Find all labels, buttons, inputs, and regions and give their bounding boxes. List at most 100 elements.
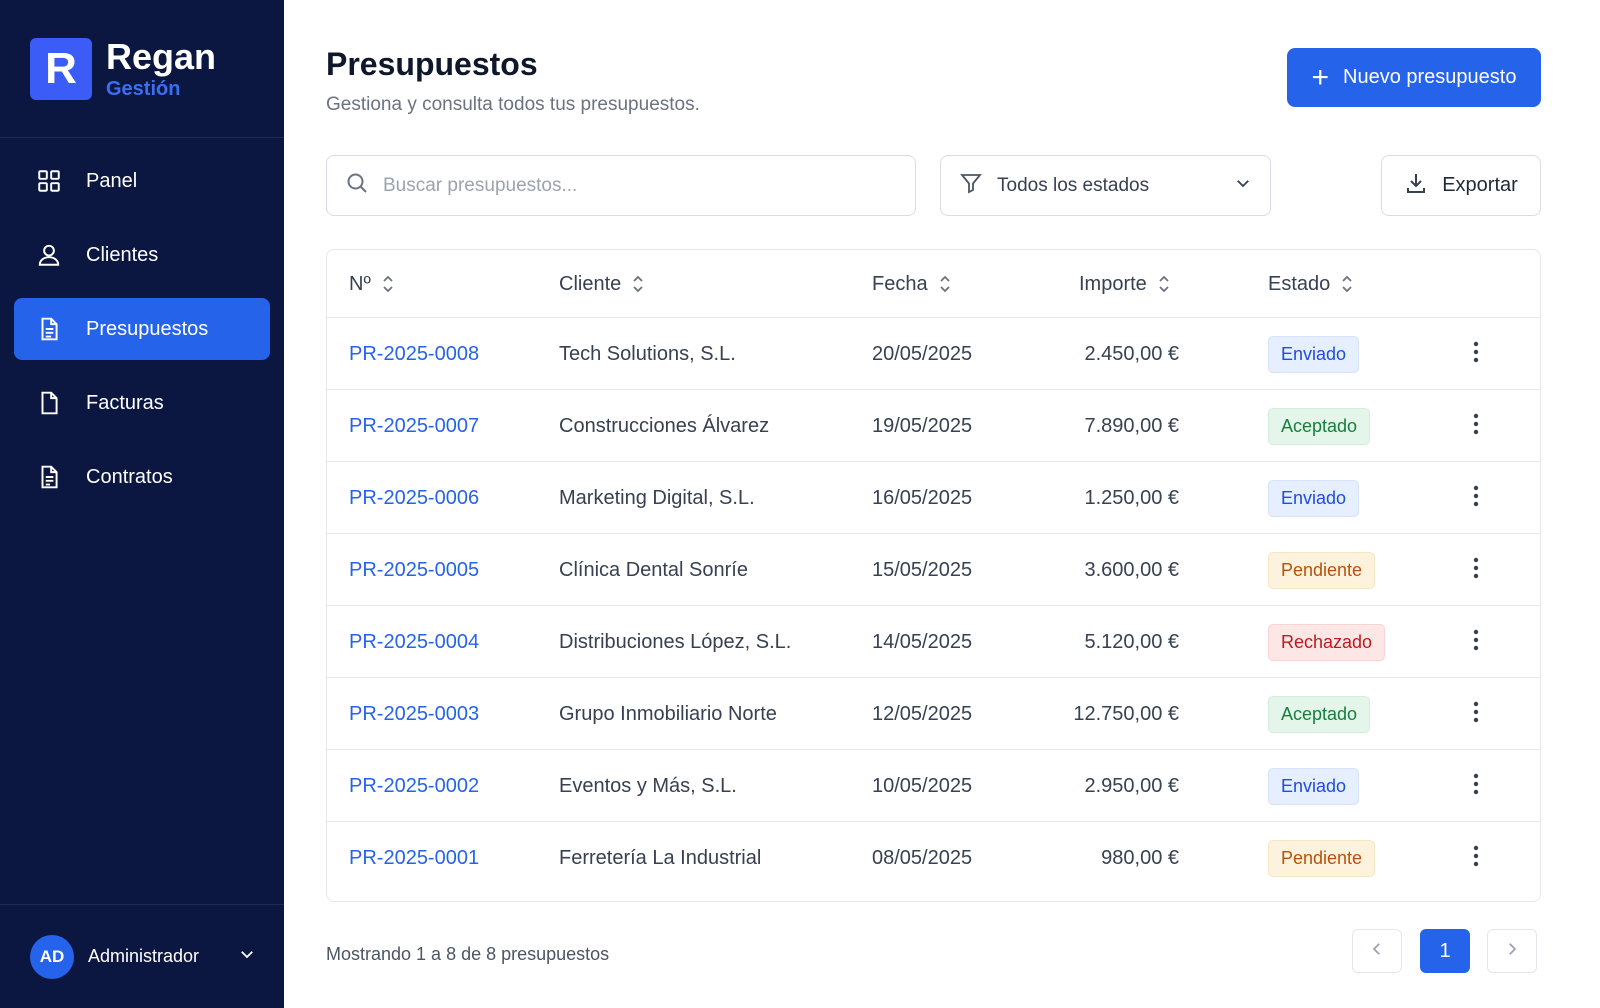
table-row: PR-2025-0007 Construcciones Álvarez 19/0… — [327, 390, 1540, 462]
amount-cell: 2.450,00 € — [1084, 342, 1179, 365]
status-cell: Rechazado — [1268, 606, 1386, 678]
sidebar-item-presupuestos[interactable]: Presupuestos — [14, 298, 270, 360]
row-actions-button[interactable] — [1461, 390, 1491, 462]
table-row: PR-2025-0006 Marketing Digital, S.L. 16/… — [327, 462, 1540, 534]
chevron-left-icon — [1368, 940, 1386, 963]
chevron-down-icon — [1234, 174, 1252, 197]
user-menu[interactable]: AD Administrador — [0, 904, 284, 1008]
pagination-prev-button[interactable] — [1352, 929, 1402, 973]
client-cell: Construcciones Álvarez — [559, 414, 770, 437]
file-icon — [34, 388, 64, 418]
document-icon — [34, 314, 64, 344]
app-name: Regan — [106, 35, 217, 77]
page-subtitle: Gestiona y consulta todos tus presupuest… — [326, 94, 700, 115]
user-icon — [34, 240, 64, 270]
pagination-page-button[interactable]: 1 — [1420, 929, 1470, 973]
more-vertical-icon — [1473, 412, 1479, 441]
client-cell: Tech Solutions, S.L. — [559, 342, 736, 365]
brand[interactable]: R Regan Gestión — [0, 0, 284, 138]
status-badge: Enviado — [1268, 767, 1360, 805]
more-vertical-icon — [1473, 772, 1479, 801]
chevron-down-icon — [238, 945, 256, 968]
amount-cell: 980,00 € — [1101, 846, 1179, 869]
status-cell: Aceptado — [1268, 678, 1371, 750]
status-badge: Pendiente — [1268, 551, 1376, 589]
amount-cell: 5.120,00 € — [1084, 630, 1179, 653]
app-subtitle: Gestión — [106, 77, 181, 100]
column-header-num[interactable]: Nº — [349, 250, 395, 318]
amount-cell: 1.250,00 € — [1084, 486, 1179, 509]
budget-link[interactable]: PR-2025-0002 — [349, 774, 480, 797]
date-cell: 16/05/2025 — [872, 486, 973, 509]
budget-link[interactable]: PR-2025-0004 — [349, 630, 480, 653]
more-vertical-icon — [1473, 700, 1479, 729]
column-header-cliente[interactable]: Cliente — [559, 250, 645, 318]
brand-text: Regan Gestión — [106, 35, 217, 100]
row-actions-button[interactable] — [1461, 678, 1491, 750]
status-badge: Aceptado — [1268, 695, 1371, 733]
row-actions-button[interactable] — [1461, 534, 1491, 606]
status-cell: Pendiente — [1268, 534, 1376, 606]
client-cell: Eventos y Más, S.L. — [559, 774, 737, 797]
sort-icon — [631, 274, 645, 294]
budget-link[interactable]: PR-2025-0001 — [349, 846, 480, 869]
download-icon — [1404, 171, 1428, 200]
column-header-importe[interactable]: Importe — [1079, 250, 1171, 318]
row-actions-button[interactable] — [1461, 750, 1491, 822]
row-actions-button[interactable] — [1461, 606, 1491, 678]
sidebar-nav: Panel Clientes Presupuestos Facturas Con… — [0, 138, 284, 508]
column-label: Cliente — [559, 272, 622, 295]
page-title: Presupuestos — [326, 46, 538, 82]
amount-cell: 7.890,00 € — [1084, 414, 1179, 437]
status-cell: Pendiente — [1268, 822, 1376, 894]
sidebar-item-label: Contratos — [86, 465, 173, 488]
amount-cell: 3.600,00 € — [1084, 558, 1179, 581]
date-cell: 14/05/2025 — [872, 630, 973, 653]
sidebar-item-contratos[interactable]: Contratos — [14, 446, 270, 508]
new-budget-button[interactable]: + Nuevo presupuesto — [1287, 48, 1541, 107]
budget-link[interactable]: PR-2025-0008 — [349, 342, 480, 365]
status-cell: Enviado — [1268, 318, 1360, 390]
budget-number: PR-2025-0002 — [349, 750, 479, 822]
sort-icon — [1340, 274, 1354, 294]
status-badge: Pendiente — [1268, 839, 1376, 877]
pagination-next-button[interactable] — [1487, 929, 1537, 973]
sidebar-item-panel[interactable]: Panel — [14, 150, 270, 212]
status-cell: Aceptado — [1268, 390, 1371, 462]
new-budget-label: Nuevo presupuesto — [1343, 66, 1517, 88]
sidebar-item-facturas[interactable]: Facturas — [14, 372, 270, 434]
status-filter-select[interactable]: Todos los estados — [940, 155, 1271, 216]
status-badge: Enviado — [1268, 335, 1360, 373]
budget-link[interactable]: PR-2025-0003 — [349, 702, 480, 725]
sidebar-item-clientes[interactable]: Clientes — [14, 224, 270, 286]
row-actions-button[interactable] — [1461, 318, 1491, 390]
row-actions-button[interactable] — [1461, 822, 1491, 894]
budget-link[interactable]: PR-2025-0005 — [349, 558, 480, 581]
table-row: PR-2025-0004 Distribuciones López, S.L. … — [327, 606, 1540, 678]
date-cell: 12/05/2025 — [872, 702, 973, 725]
column-header-estado[interactable]: Estado — [1268, 250, 1354, 318]
status-badge: Aceptado — [1268, 407, 1371, 445]
budget-link[interactable]: PR-2025-0007 — [349, 414, 480, 437]
more-vertical-icon — [1473, 844, 1479, 873]
column-header-fecha[interactable]: Fecha — [872, 250, 952, 318]
table-row: PR-2025-0003 Grupo Inmobiliario Norte 12… — [327, 678, 1540, 750]
date-cell: 20/05/2025 — [872, 342, 973, 365]
chevron-right-icon — [1503, 940, 1521, 963]
sidebar-item-label: Panel — [86, 169, 138, 192]
column-label: Nº — [349, 272, 371, 295]
avatar: AD — [30, 934, 74, 979]
status-badge: Enviado — [1268, 479, 1360, 517]
status-cell: Enviado — [1268, 462, 1360, 534]
amount-cell: 12.750,00 € — [1073, 702, 1179, 725]
sort-icon — [381, 274, 395, 294]
search-input[interactable] — [383, 174, 883, 197]
budget-link[interactable]: PR-2025-0006 — [349, 486, 480, 509]
column-label: Estado — [1268, 272, 1331, 295]
table-body: PR-2025-0008 Tech Solutions, S.L. 20/05/… — [327, 318, 1540, 894]
export-button[interactable]: Exportar — [1381, 155, 1541, 216]
sidebar-item-label: Presupuestos — [86, 317, 209, 340]
table-row: PR-2025-0001 Ferretería La Industrial 08… — [327, 822, 1540, 894]
row-actions-button[interactable] — [1461, 462, 1491, 534]
client-cell: Marketing Digital, S.L. — [559, 486, 755, 509]
